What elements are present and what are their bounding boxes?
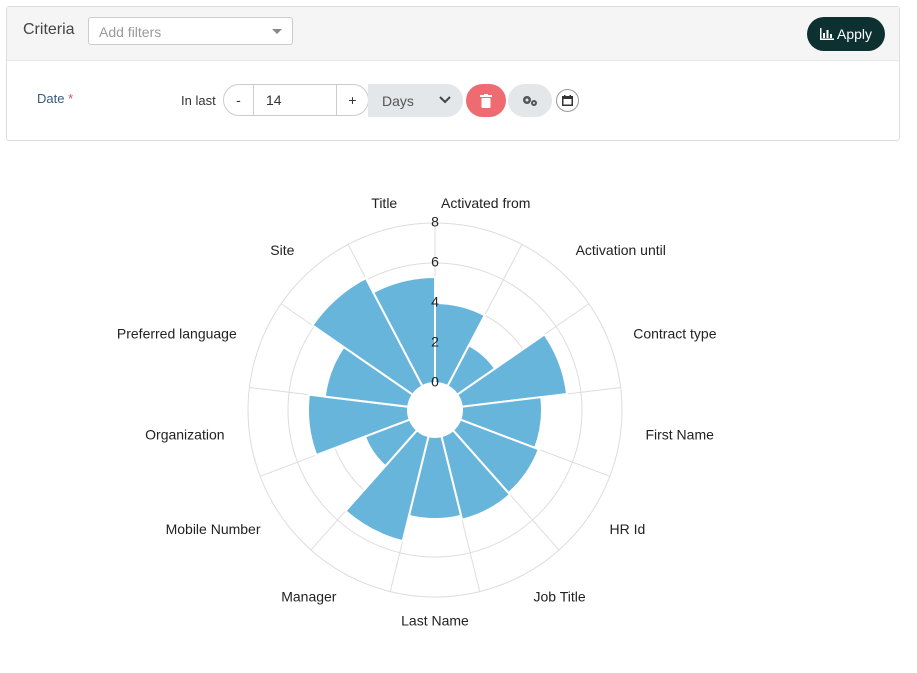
- r-tick-label: 6: [431, 254, 439, 270]
- calendar-button[interactable]: [556, 89, 579, 112]
- r-tick-label: 8: [431, 214, 439, 230]
- category-label: First Name: [645, 426, 714, 442]
- category-label: Job Title: [534, 588, 586, 604]
- wedge: [344, 428, 430, 543]
- category-label: Contract type: [633, 326, 716, 342]
- wedge: [455, 333, 569, 408]
- calendar-icon: [562, 95, 573, 106]
- number-input-group: - 14 +: [223, 84, 369, 116]
- wedge: [434, 301, 487, 388]
- category-label: Manager: [281, 588, 337, 604]
- r-tick-label: 2: [431, 334, 439, 350]
- delete-button[interactable]: [466, 84, 506, 117]
- required-mark: *: [68, 91, 74, 106]
- category-label: Title: [371, 195, 397, 211]
- r-tick-label: 0: [431, 374, 439, 390]
- wedge: [371, 275, 436, 388]
- criteria-header: Criteria Add filters Apply: [7, 7, 899, 61]
- wedge: [407, 435, 463, 520]
- criteria-card: Criteria Add filters Apply Date * In las…: [6, 6, 900, 141]
- wedge: [310, 276, 424, 397]
- wedge: [323, 345, 415, 408]
- r-tick-label: 4: [431, 294, 439, 310]
- settings-button[interactable]: [508, 84, 552, 117]
- wedge: [307, 393, 412, 457]
- apply-label: Apply: [836, 26, 873, 42]
- days-input[interactable]: 14: [254, 84, 336, 116]
- unit-select[interactable]: Days: [368, 84, 463, 117]
- gears-icon: [523, 95, 537, 106]
- trash-icon: [480, 93, 492, 108]
- unit-text: Days: [382, 92, 414, 109]
- criteria-title: Criteria: [23, 21, 75, 38]
- category-label: Organization: [145, 426, 224, 442]
- minus-button[interactable]: -: [223, 84, 254, 116]
- date-label: Date *: [37, 91, 73, 106]
- category-label: Last Name: [401, 613, 469, 629]
- polar-chart: Activated from Activation until Contract t…: [117, 195, 717, 629]
- chart-icon: [819, 28, 834, 40]
- wedge: [451, 418, 541, 495]
- filter-select[interactable]: Add filters: [88, 17, 293, 45]
- filter-placeholder: Add filters: [99, 24, 162, 40]
- date-text: Date: [37, 91, 65, 106]
- chevron: [439, 96, 451, 104]
- wedge: [440, 428, 512, 521]
- category-label: Activation until: [576, 242, 666, 258]
- in-last-label: In last: [181, 93, 216, 108]
- apply-button[interactable]: Apply: [807, 17, 885, 51]
- category-label: Activated from: [441, 195, 530, 211]
- category-label: Site: [270, 242, 294, 258]
- category-label: Preferred language: [117, 326, 237, 342]
- category-label: Mobile Number: [166, 521, 261, 537]
- category-label: HR Id: [609, 521, 645, 537]
- plus-button[interactable]: +: [336, 84, 369, 116]
